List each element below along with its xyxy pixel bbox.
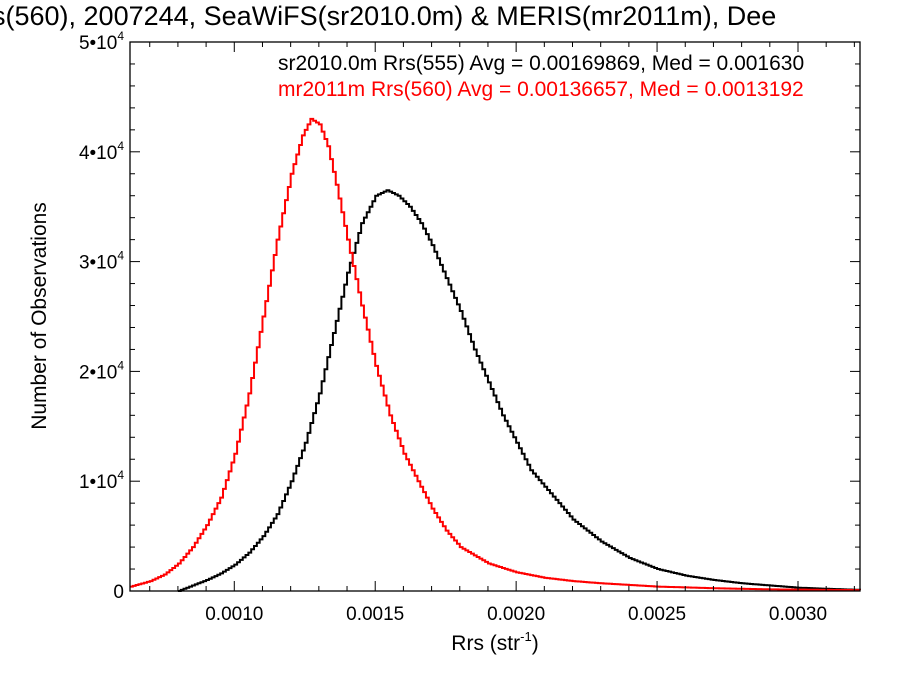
y-tick-label: 0 [113,582,124,603]
y-tick-label: 1•104 [79,468,124,493]
plot-area: 0.0010 0.0015 0.0020 0.0025 0.0030 0 1•104 2•10… [79,29,861,625]
x-tick-label: 0.0010 [205,604,263,625]
y-tick-label: 3•104 [79,249,124,274]
y-axis-label: Number of Observations [28,202,51,430]
legend-entry-red: mr2011m Rrs(560) Avg = 0.00136657, Med =… [278,78,804,101]
x-axis-label-text: Rrs (str [451,632,520,655]
chart-title: s(560), 2007244, SeaWiFS(sr2010.0m) & ME… [0,1,776,31]
series-line-0 [177,189,861,592]
axes-frame [129,41,861,592]
y-tick-label: 5•104 [79,29,124,54]
x-axis-label-superscript: -1 [520,629,532,644]
x-tick-label: 0.0025 [628,604,686,625]
x-tick-label: 0.0020 [487,604,545,625]
x-axis-label: Rrs (str-1) [451,629,538,655]
series-line-1 [130,117,861,592]
legend-entry-black: sr2010.0m Rrs(555) Avg = 0.00169869, Med… [278,52,804,75]
y-tick-label: 4•104 [79,139,124,164]
x-tick-label: 0.0030 [769,604,827,625]
x-tick-label: 0.0015 [346,604,404,625]
x-axis-label-close: ) [532,632,539,655]
y-tick-label: 2•104 [79,358,124,383]
